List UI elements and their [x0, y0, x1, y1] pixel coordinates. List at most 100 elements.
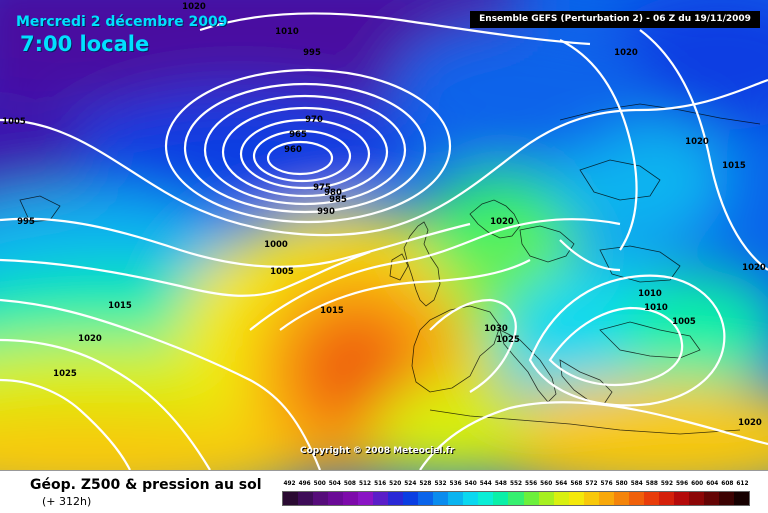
color-scale-swatch — [583, 492, 599, 505]
color-scale-label: 496 — [298, 481, 311, 487]
isobar-labels: 1020 1010 995 1020 1005 970 965 960 975 … — [2, 2, 766, 428]
color-scale-label: 524 — [404, 481, 417, 487]
isobar-label: 1020 — [78, 334, 102, 344]
color-scale-swatch — [283, 492, 299, 505]
product-title: Géop. Z500 & pression au sol — [30, 477, 262, 493]
color-scale-swatch — [643, 492, 659, 505]
isobar-label: 1005 — [2, 117, 26, 127]
color-scale-swatch — [358, 492, 374, 505]
color-scale-swatch — [733, 492, 749, 505]
isobar-label: 1025 — [496, 335, 520, 345]
isobars — [0, 12, 768, 470]
pressure-geopotential-map: 1020 1010 995 1020 1005 970 965 960 975 … — [0, 0, 768, 470]
isobar-label: 1020 — [685, 137, 709, 147]
isobar-label: 975 — [313, 183, 331, 193]
color-scale-label: 588 — [645, 481, 658, 487]
copyright-notice: Copyright © 2008 Meteociel.fr — [300, 446, 455, 456]
isobar-label: 1020 — [614, 48, 638, 58]
isobar-label: 1010 — [275, 27, 299, 37]
color-scale-swatch — [688, 492, 704, 505]
isobar-label: 1010 — [638, 289, 662, 299]
color-scale-label: 600 — [691, 481, 704, 487]
color-scale-label: 608 — [721, 481, 734, 487]
isobar-label: 1020 — [182, 2, 206, 12]
color-scale-swatch — [463, 492, 479, 505]
color-scale-swatch — [493, 492, 509, 505]
model-run-label: Ensemble GEFS (Perturbation 2) - 06 Z du… — [470, 11, 760, 28]
color-scale-label: 560 — [540, 481, 553, 487]
color-scale-label: 504 — [328, 481, 341, 487]
color-scale-swatch — [508, 492, 524, 505]
color-scale-label: 548 — [494, 481, 507, 487]
isobar-label: 1010 — [644, 303, 668, 313]
isobar-label: 1015 — [722, 161, 746, 171]
color-scale-label: 508 — [343, 481, 356, 487]
isobar-label: 1020 — [490, 217, 514, 227]
color-scale-swatch — [538, 492, 554, 505]
isobar-label: 990 — [317, 207, 335, 217]
isobar-label: 1000 — [264, 240, 288, 250]
color-scale-label: 596 — [676, 481, 689, 487]
color-scale-swatch — [523, 492, 539, 505]
color-scale-swatch — [418, 492, 434, 505]
color-scale-swatch — [373, 492, 389, 505]
color-scale-label: 492 — [283, 481, 296, 487]
color-scale-swatch — [388, 492, 404, 505]
color-scale-labels: 492 496 500 504 508 512 516 520 524 528 532 536 540 5… — [282, 481, 750, 491]
color-scale-swatch — [658, 492, 674, 505]
color-scale-label: 528 — [419, 481, 432, 487]
isobar-label: 1005 — [270, 267, 294, 277]
color-scale-label: 532 — [434, 481, 447, 487]
color-scale-swatch — [628, 492, 644, 505]
isobar-label: 995 — [17, 217, 35, 227]
color-scale-label: 520 — [389, 481, 402, 487]
color-scale-swatch — [718, 492, 734, 505]
color-scale-label: 564 — [555, 481, 568, 487]
color-scale-label: 552 — [509, 481, 523, 487]
color-scale-swatch — [568, 492, 584, 505]
isobar-label: 970 — [305, 115, 323, 125]
isobar-label: 985 — [329, 195, 347, 205]
isobar-label: 1030 — [484, 324, 508, 334]
color-scale-swatch — [403, 492, 419, 505]
color-scale-label: 556 — [525, 481, 538, 487]
isobar-label: 1020 — [742, 263, 766, 273]
color-scale-label: 516 — [374, 481, 387, 487]
color-scale-swatch — [613, 492, 629, 505]
color-scale-label: 604 — [706, 481, 719, 487]
isobar-label: 965 — [289, 130, 307, 140]
color-scale-swatch — [343, 492, 359, 505]
lead-time: (+ 312h) — [42, 495, 92, 508]
isobar-label: 995 — [303, 48, 321, 58]
isobar-label: 1015 — [108, 301, 132, 311]
color-scale-swatch — [298, 492, 314, 505]
color-scale-swatch — [673, 492, 689, 505]
color-scale-label: 500 — [313, 481, 326, 487]
color-scale-label: 580 — [615, 481, 628, 487]
isobar-label: 1015 — [320, 306, 344, 316]
color-scale-label: 584 — [630, 481, 643, 487]
forecast-date: Mercredi 2 décembre 2009 — [16, 14, 228, 30]
color-scale-label: 576 — [600, 481, 613, 487]
geopotential-color-field — [0, 0, 768, 470]
color-scale-swatch — [703, 492, 719, 505]
map-footer: Géop. Z500 & pression au sol (+ 312h) 49… — [0, 470, 768, 513]
isobar-label: 980 — [324, 188, 342, 198]
color-scale-label: 512 — [358, 481, 372, 487]
color-scale-swatch — [328, 492, 344, 505]
color-scale-label: 612 — [736, 481, 749, 487]
color-scale-label: 544 — [479, 481, 492, 487]
isobar-label: 1005 — [672, 317, 696, 327]
color-scale-bar — [282, 491, 750, 506]
color-scale-swatch — [448, 492, 464, 505]
color-scale-swatch — [313, 492, 329, 505]
color-scale-swatch — [598, 492, 614, 505]
color-scale-label: 540 — [464, 481, 477, 487]
isobar-label: 1025 — [53, 369, 77, 379]
color-scale-label: 592 — [660, 481, 674, 487]
forecast-time: 7:00 locale — [20, 32, 150, 56]
color-scale-swatch — [433, 492, 449, 505]
color-scale-label: 572 — [585, 481, 598, 487]
isobar-label: 1020 — [738, 418, 762, 428]
